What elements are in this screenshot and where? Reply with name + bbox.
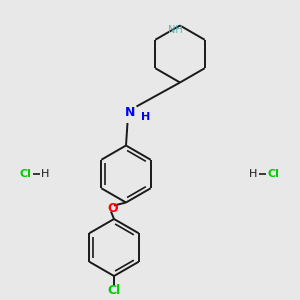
Text: H: H: [249, 169, 258, 179]
Text: Cl: Cl: [267, 169, 279, 179]
Text: H: H: [141, 112, 150, 122]
Text: O: O: [107, 202, 118, 215]
Text: N: N: [125, 106, 136, 119]
Text: H: H: [41, 169, 49, 179]
Text: Cl: Cl: [107, 284, 121, 297]
Text: NH: NH: [168, 25, 182, 34]
Text: Cl: Cl: [20, 169, 32, 179]
